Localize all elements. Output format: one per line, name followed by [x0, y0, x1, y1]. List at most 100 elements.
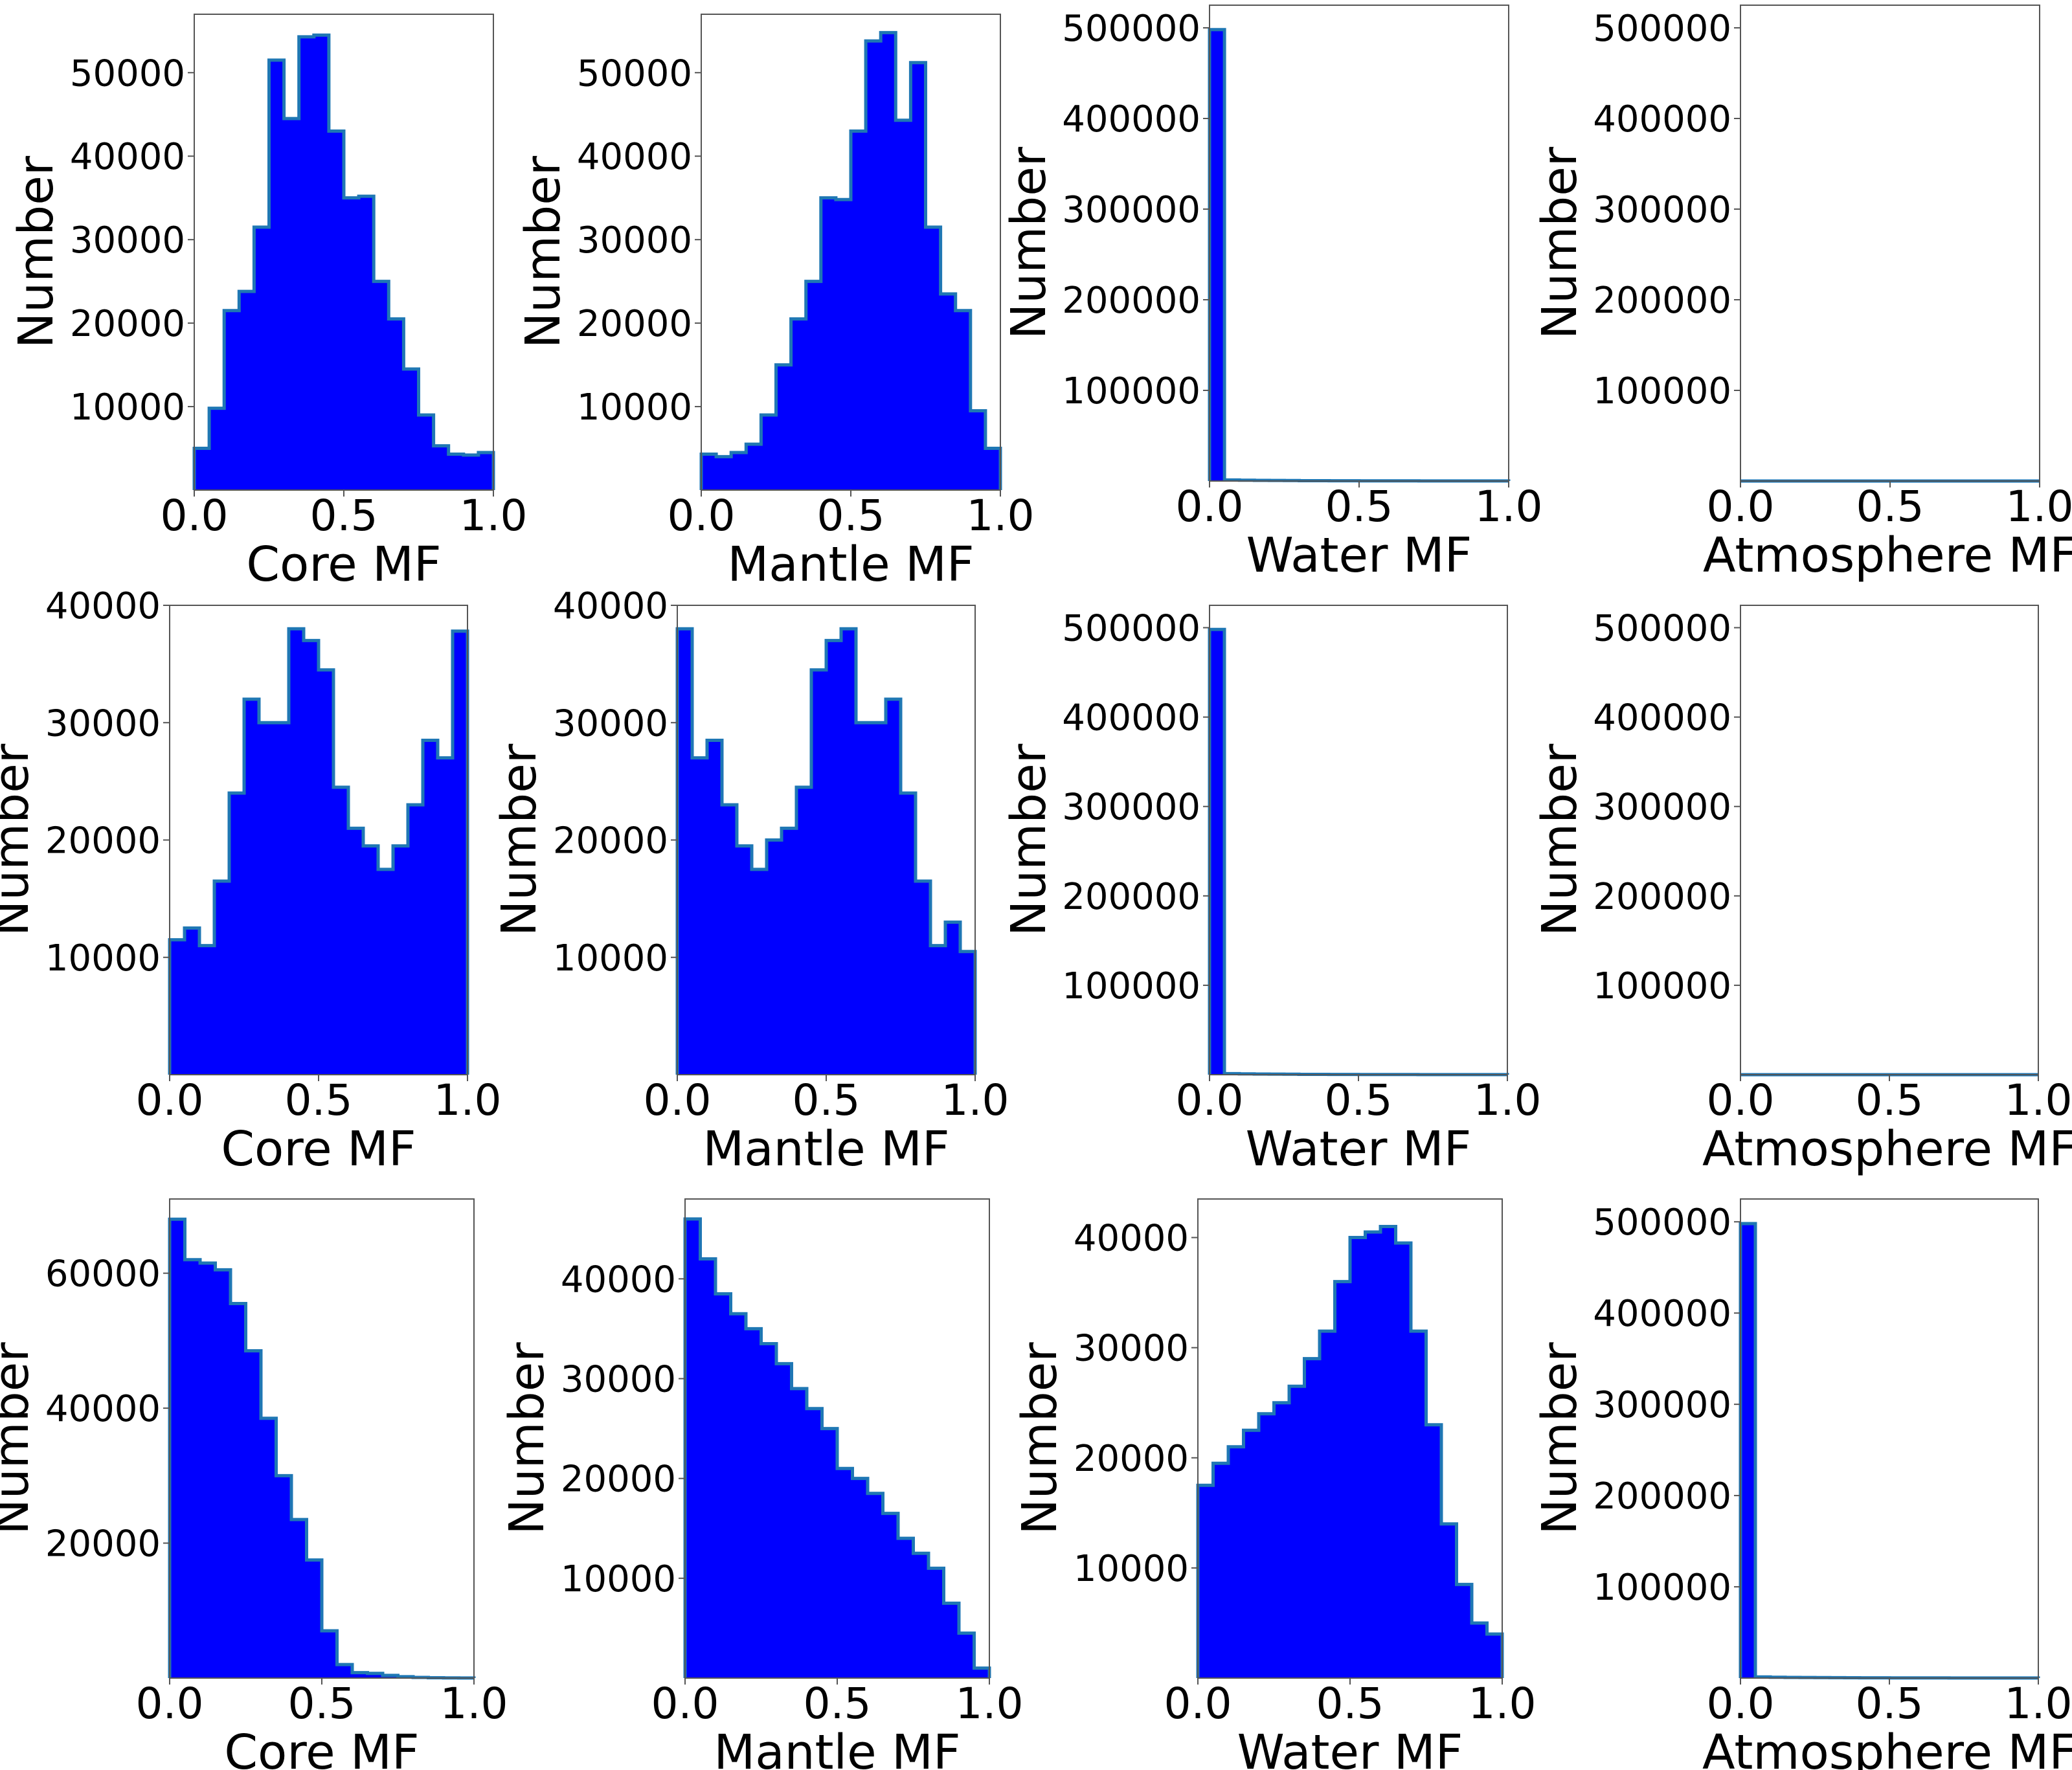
x-axis-label: Water MF — [1246, 1121, 1472, 1177]
y-tick-label: 10000 — [45, 937, 161, 980]
bars — [170, 1219, 475, 1678]
histogram-bar — [209, 408, 225, 490]
histogram-bar — [692, 757, 708, 1075]
x-tick-label: 0.0 — [1707, 1075, 1775, 1125]
axes-frame — [1740, 1198, 2039, 1679]
y-tick-label: 20000 — [553, 820, 668, 862]
y-axis-label: Number — [1532, 1342, 1588, 1535]
x-tick-label: 0.0 — [1164, 1679, 1232, 1729]
y-tick-label: 300000 — [1593, 787, 1731, 829]
y-tick-label: 400000 — [1062, 697, 1200, 739]
histogram-bar — [796, 787, 812, 1075]
x-tick-label: 1.0 — [2005, 1679, 2072, 1729]
y-tick-label: 20000 — [577, 303, 692, 345]
y-axis-label: Number — [1532, 743, 1588, 936]
y-tick-label: 400000 — [1593, 98, 1731, 140]
x-axis-label: Atmosphere MF — [1703, 528, 2072, 583]
histogram-bar — [1365, 1232, 1381, 1678]
x-axis-label: Mantle MF — [703, 1121, 949, 1177]
histogram-bar — [1426, 1424, 1442, 1678]
histogram-bar — [289, 629, 304, 1075]
histogram-bar — [1304, 1358, 1320, 1678]
subplot-2-0: 20000 40000 60000 0.0 0.5 1.0 Core MF Number — [0, 1198, 508, 1770]
histogram-bar — [898, 1538, 914, 1678]
histogram-bar — [746, 444, 761, 490]
subplot-2-3: 100000 200000 300000 400000 500000 0.0 0.5 1.0A… — [1532, 1198, 2072, 1770]
histogram-bar — [254, 227, 270, 490]
histogram-bar — [868, 1493, 884, 1678]
histogram-bar — [929, 1568, 945, 1678]
y-axis-label: Number — [499, 1342, 555, 1535]
histogram-bar — [170, 1219, 186, 1678]
y-tick-label: 40000 — [45, 1388, 161, 1430]
histogram-bar — [359, 196, 374, 490]
histogram-bar — [352, 1672, 368, 1678]
y-tick-label: 300000 — [1593, 1384, 1731, 1426]
y-tick-label: 500000 — [1593, 608, 1731, 650]
y-tick-label: 40000 — [1074, 1218, 1189, 1260]
histogram-bar — [970, 410, 986, 490]
y-axis-label: Number — [0, 743, 39, 936]
histogram-bar — [1456, 1584, 1472, 1678]
subplot-1-3: 100000 200000 300000 400000 500000 0.0 0.5 1.0A… — [1532, 605, 2072, 1177]
histogram-bar — [916, 880, 931, 1075]
y-tick-label: 40000 — [70, 136, 185, 178]
y-tick-label: 20000 — [70, 303, 185, 345]
subplot-0-1: 10000 20000 30000 40000 50000 0.0 0.5 1.0Mantle… — [515, 14, 1034, 592]
x-axis-label: Atmosphere MF — [1702, 1725, 2072, 1770]
x-tick-label: 0.0 — [1176, 482, 1244, 532]
histogram-bar — [269, 60, 285, 491]
x-tick-label: 0.0 — [161, 491, 229, 541]
histogram-bar — [1395, 1243, 1412, 1678]
y-tick-label: 500000 — [1062, 608, 1200, 650]
x-axis-label: Atmosphere MF — [1702, 1121, 2072, 1177]
histogram-bar — [291, 1519, 308, 1678]
y-tick-label: 40000 — [577, 136, 692, 178]
histogram-bar — [960, 951, 976, 1075]
histogram-bar — [767, 840, 782, 1075]
histogram-bar — [700, 1259, 716, 1678]
histogram-bar — [224, 310, 240, 490]
histogram-bar — [822, 1428, 838, 1678]
histogram-bar — [826, 640, 842, 1075]
histogram-bar — [716, 456, 732, 490]
x-axis-label: Core MF — [224, 1725, 419, 1770]
subplot-1-0: 10000 20000 30000 40000 0.0 0.5 1.0 Core MF Numb… — [0, 585, 501, 1177]
histogram-bar — [1411, 1331, 1427, 1678]
histogram-bar — [837, 1468, 853, 1678]
histogram-bar — [408, 805, 423, 1075]
x-tick-label: 0.5 — [793, 1075, 861, 1125]
y-tick-label: 50000 — [577, 52, 692, 95]
histogram-bar — [276, 1475, 292, 1678]
histogram-bar — [913, 1553, 929, 1678]
x-axis-label: Core MF — [246, 537, 441, 592]
bars — [685, 1218, 990, 1678]
x-tick-label: 1.0 — [2006, 482, 2072, 532]
histogram-bar — [866, 41, 881, 490]
x-tick-label: 0.5 — [1316, 1679, 1384, 1729]
x-tick-label: 1.0 — [1474, 1075, 1542, 1125]
histogram-bar — [707, 740, 723, 1075]
y-axis-label: Number — [8, 155, 64, 348]
y-tick-label: 200000 — [1593, 876, 1731, 918]
subplot-0-0: 10000 20000 30000 40000 50000 0.0 0.5 1.0 Core M… — [8, 14, 527, 592]
histogram-step-outline — [1739, 1222, 2040, 1680]
bars — [194, 35, 494, 491]
histogram-bar — [910, 62, 927, 490]
histogram-bar — [199, 945, 215, 1075]
y-tick-label: 10000 — [561, 1558, 676, 1600]
x-tick-label: 1.0 — [460, 491, 528, 541]
y-tick-label: 10000 — [1074, 1548, 1189, 1590]
histogram-step-outline — [1208, 28, 1511, 483]
histogram-bar — [319, 669, 334, 1075]
histogram-bar — [881, 32, 896, 491]
histogram-bar — [761, 414, 777, 490]
histogram-step-outline — [192, 33, 495, 490]
histogram-bar — [1243, 1430, 1259, 1678]
histogram-bar — [185, 1259, 201, 1678]
histogram-bar — [1334, 1281, 1351, 1678]
y-tick-label: 30000 — [70, 219, 185, 262]
histogram-bar — [463, 454, 479, 490]
